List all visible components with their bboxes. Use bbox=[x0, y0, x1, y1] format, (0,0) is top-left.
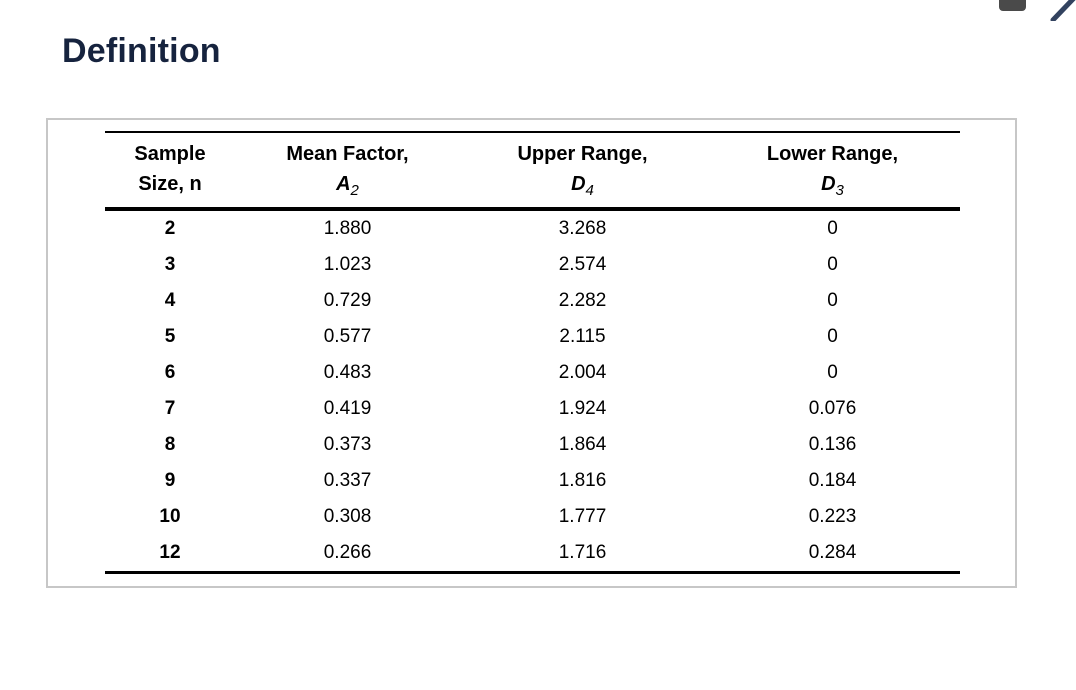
cell-d4: 3.268 bbox=[558, 218, 607, 239]
col-header-mean-factor: Mean Factor, A2 bbox=[235, 132, 460, 209]
cell-d3: 0.076 bbox=[808, 398, 857, 419]
symbol-D4-subscript: 4 bbox=[585, 182, 594, 199]
cell-d3: 0 bbox=[827, 362, 838, 383]
definition-card: Sample Size, n Mean Factor, A2 Upper Ran… bbox=[46, 118, 1017, 588]
cell-a2: 0.483 bbox=[323, 362, 372, 383]
cell-a2: 1.023 bbox=[323, 254, 372, 275]
control-chart-factors-table: Sample Size, n Mean Factor, A2 Upper Ran… bbox=[105, 131, 960, 574]
cell-a2: 0.419 bbox=[323, 398, 372, 419]
cell-d3: 0 bbox=[827, 254, 838, 275]
cell-sample-size: 7 bbox=[164, 398, 176, 419]
cell-sample-size: 3 bbox=[164, 254, 176, 275]
cell-sample-size: 2 bbox=[164, 218, 176, 239]
cell-d4: 2.004 bbox=[558, 362, 607, 383]
cell-d3: 0.184 bbox=[808, 470, 857, 491]
chevron-line bbox=[1050, 0, 1076, 23]
cell-sample-size: 9 bbox=[164, 470, 176, 491]
table-header: Sample Size, n Mean Factor, A2 Upper Ran… bbox=[105, 132, 960, 209]
col-header-mean-factor-label: Mean Factor, bbox=[286, 143, 409, 165]
col-header-sample-size-line2: Size, n bbox=[138, 173, 202, 195]
col-header-sample-size: Sample Size, n bbox=[105, 132, 235, 209]
cell-d3: 0 bbox=[827, 326, 838, 347]
page-title: Definition bbox=[62, 31, 221, 70]
cell-sample-size: 8 bbox=[164, 434, 176, 455]
cell-a2: 0.266 bbox=[323, 542, 372, 563]
table-row: 3 1.023 2.574 0 bbox=[105, 247, 960, 283]
cell-a2: 0.308 bbox=[323, 506, 372, 527]
cell-d4: 1.716 bbox=[558, 542, 607, 563]
cell-sample-size: 10 bbox=[159, 506, 181, 527]
minimize-dash-icon[interactable] bbox=[999, 0, 1026, 11]
cell-d3: 0.136 bbox=[808, 434, 857, 455]
cell-d4: 2.115 bbox=[559, 326, 606, 347]
symbol-A: A bbox=[336, 173, 351, 195]
next-chevron-icon[interactable] bbox=[1049, 0, 1076, 23]
cell-d4: 1.924 bbox=[558, 398, 607, 419]
col-header-lower-range-symbol: D3 bbox=[705, 169, 960, 199]
table-row: 10 0.308 1.777 0.223 bbox=[105, 499, 960, 535]
cell-sample-size: 12 bbox=[159, 542, 181, 563]
col-header-upper-range: Upper Range, D4 bbox=[460, 132, 705, 209]
table-row: 2 1.880 3.268 0 bbox=[105, 209, 960, 247]
cell-d4: 1.816 bbox=[558, 470, 607, 491]
table-row: 4 0.729 2.282 0 bbox=[105, 283, 960, 319]
col-header-lower-range-label: Lower Range, bbox=[766, 143, 899, 165]
table-row: 7 0.419 1.924 0.076 bbox=[105, 391, 960, 427]
table-row: 6 0.483 2.004 0 bbox=[105, 355, 960, 391]
col-header-upper-range-label: Upper Range, bbox=[517, 143, 648, 165]
table-row: 5 0.577 2.115 0 bbox=[105, 319, 960, 355]
col-header-mean-factor-symbol: A2 bbox=[235, 169, 460, 199]
col-header-lower-range: Lower Range, D3 bbox=[705, 132, 960, 209]
cell-d4: 1.864 bbox=[558, 434, 607, 455]
table-row: 8 0.373 1.864 0.136 bbox=[105, 427, 960, 463]
cell-a2: 1.880 bbox=[323, 218, 372, 239]
cell-a2: 0.337 bbox=[323, 470, 372, 491]
cell-d3: 0.223 bbox=[808, 506, 857, 527]
symbol-D4: D bbox=[571, 173, 586, 195]
table-row: 12 0.266 1.716 0.284 bbox=[105, 535, 960, 573]
cell-d4: 2.282 bbox=[558, 290, 607, 311]
table-row: 9 0.337 1.816 0.184 bbox=[105, 463, 960, 499]
symbol-A-subscript: 2 bbox=[350, 182, 359, 199]
cell-d3: 0 bbox=[827, 218, 838, 239]
cell-a2: 0.373 bbox=[323, 434, 372, 455]
col-header-sample-size-line1: Sample bbox=[134, 143, 206, 165]
col-header-upper-range-symbol: D4 bbox=[460, 169, 705, 199]
cell-sample-size: 5 bbox=[164, 326, 176, 347]
symbol-D3: D bbox=[821, 173, 836, 195]
table-body: 2 1.880 3.268 0 3 1.023 2.574 0 4 0.729 … bbox=[105, 209, 960, 573]
cell-d4: 2.574 bbox=[558, 254, 607, 275]
cell-sample-size: 4 bbox=[164, 290, 176, 311]
cell-a2: 0.577 bbox=[323, 326, 372, 347]
cell-d4: 1.777 bbox=[558, 506, 607, 527]
cell-sample-size: 6 bbox=[164, 362, 176, 383]
cell-d3: 0.284 bbox=[808, 542, 857, 563]
cell-a2: 0.729 bbox=[323, 290, 372, 311]
cell-d3: 0 bbox=[827, 290, 838, 311]
symbol-D3-subscript: 3 bbox=[835, 182, 844, 199]
